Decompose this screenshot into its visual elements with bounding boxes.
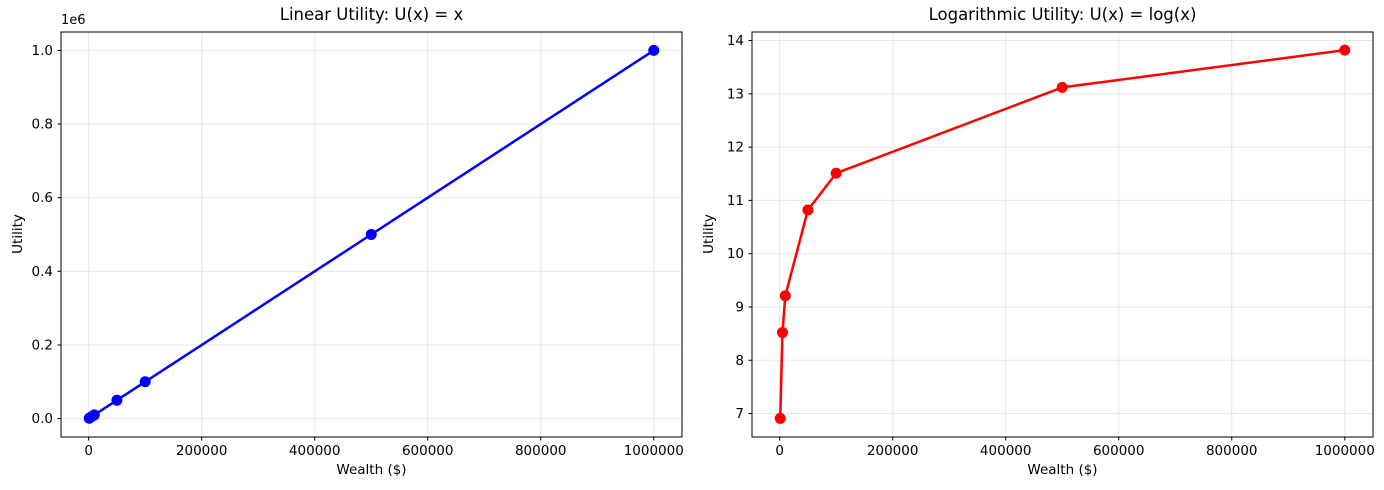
x-axis-label-linear: Wealth ($)	[336, 462, 407, 478]
y-tick-label: 12	[727, 140, 744, 156]
linear-utility-chart-canvas: 0 200000 400000 600000 800000 1000000 0.0 0.2 0.…	[32, 31, 684, 459]
data-point	[365, 229, 377, 240]
x-tick-label: 400000	[980, 443, 1032, 459]
data-point	[779, 290, 791, 302]
data-point	[830, 167, 842, 179]
axes-spines	[60, 31, 683, 438]
data-point	[1056, 81, 1068, 93]
x-tick-label: 200000	[176, 443, 228, 459]
y-tick-label: 0.8	[32, 117, 53, 133]
y-axis-label-linear: Utility	[10, 214, 26, 254]
y-tick-label: 0.2	[32, 337, 53, 353]
data-point	[1339, 44, 1351, 56]
y-axis-label-logarithmic: Utility	[701, 214, 717, 254]
data-point	[776, 327, 788, 339]
plot-title-linear: Linear Utility: U(x) = x	[279, 5, 464, 24]
y-tick-label: 11	[727, 193, 744, 209]
y-tick-label: 10	[727, 246, 744, 262]
subplot-logarithmic-utility: 0 200000 400000 600000 800000 1000000 7 8 9 10 11 1…	[691, 0, 1383, 490]
x-tick-label: 0	[775, 443, 784, 459]
x-tick-label: 1000000	[624, 443, 684, 459]
y-tick-label: 0.4	[32, 264, 53, 280]
x-tick-label: 0	[84, 443, 93, 459]
y-tick-label: 14	[727, 33, 744, 49]
y-tick-label: 9	[735, 299, 744, 315]
data-point	[774, 412, 786, 424]
data-point	[648, 44, 660, 56]
data-line	[778, 48, 1347, 420]
plot-title-logarithmic: Logarithmic Utility: U(x) = log(x)	[928, 5, 1197, 24]
x-tick-label: 400000	[289, 443, 341, 459]
y-tick-label: 8	[735, 353, 744, 369]
y-tick-label: 0.0	[32, 411, 53, 427]
axes-spines	[751, 31, 1374, 438]
y-tick-label: 1.0	[32, 43, 53, 59]
data-point	[88, 409, 100, 421]
y-tick-label: 7	[735, 406, 744, 422]
x-axis-label-logarithmic: Wealth ($)	[1027, 462, 1098, 478]
subplot-linear-utility: 0 200000 400000 600000 800000 1000000 0.0 0.2 0.…	[10, 5, 684, 478]
y-tick-label: 0.6	[32, 190, 53, 206]
x-tick-label: 800000	[515, 443, 567, 459]
x-tick-label: 600000	[1093, 443, 1145, 459]
x-tick-label: 1000000	[1315, 443, 1375, 459]
data-point	[802, 204, 814, 216]
y-tick-label: 13	[727, 86, 744, 102]
y-axis-offset-text: 1e6	[61, 13, 86, 28]
data-point	[111, 394, 123, 406]
x-tick-label: 800000	[1206, 443, 1258, 459]
data-point	[139, 376, 151, 388]
x-tick-label: 600000	[402, 443, 454, 459]
logarithmic-utility-chart-canvas: 0 200000 400000 600000 800000 1000000 7 8 9 10 11 1…	[727, 31, 1375, 459]
x-tick-label: 200000	[867, 443, 919, 459]
